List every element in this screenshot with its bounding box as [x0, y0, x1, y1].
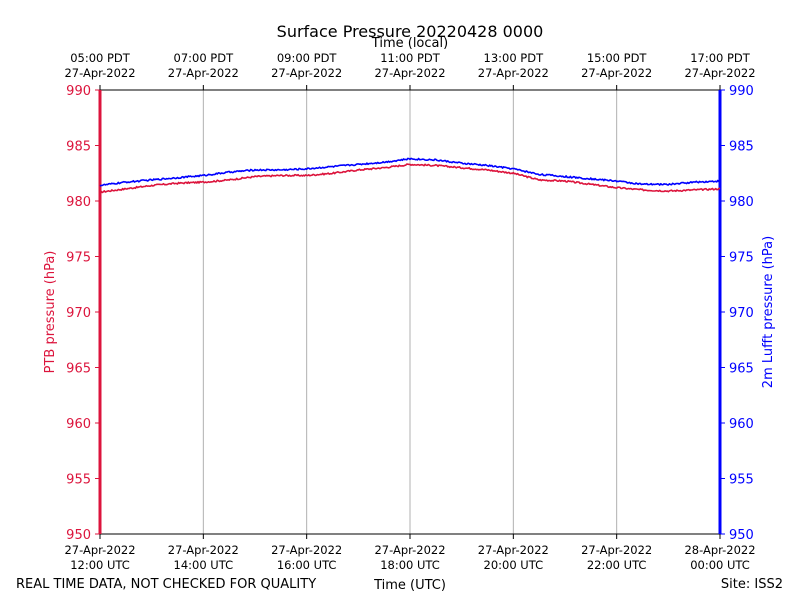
y-tick-label: 990 — [66, 84, 91, 99]
x-tick-label-time: 18:00 UTC — [380, 558, 440, 572]
y-tick-label: 980 — [66, 195, 91, 210]
y-tick-label: 970 — [66, 306, 91, 321]
x2-tick-label-date: 27-Apr-2022 — [581, 66, 652, 80]
x-tick-label-date: 27-Apr-2022 — [374, 543, 445, 557]
x2-tick-label-date: 27-Apr-2022 — [64, 66, 135, 80]
top-axis-label: Time (local) — [371, 36, 448, 51]
x2-tick-label-date: 27-Apr-2022 — [478, 66, 549, 80]
y2-tick-label: 985 — [729, 140, 754, 155]
y2-tick-label: 990 — [729, 84, 754, 99]
x-tick-label-date: 27-Apr-2022 — [271, 543, 342, 557]
y2-tick-label: 955 — [729, 473, 754, 488]
y2-tick-label: 975 — [729, 251, 754, 266]
x2-tick-label-time: 05:00 PDT — [70, 51, 131, 65]
x-tick-label-date: 28-Apr-2022 — [684, 543, 755, 557]
x2-tick-label-date: 27-Apr-2022 — [168, 66, 239, 80]
x2-tick-label-time: 13:00 PDT — [484, 51, 545, 65]
y-tick-label: 955 — [66, 473, 91, 488]
lufft-pressure-line — [99, 157, 721, 187]
x2-tick-label-time: 15:00 PDT — [587, 51, 648, 65]
x-tick-label-time: 00:00 UTC — [690, 558, 750, 572]
x-tick-label-time: 12:00 UTC — [70, 558, 130, 572]
x-tick-label-date: 27-Apr-2022 — [168, 543, 239, 557]
ptb-pressure-line — [99, 163, 721, 194]
y2-tick-label: 960 — [729, 417, 754, 432]
y2-tick-label: 950 — [729, 528, 754, 543]
x-tick-label-time: 16:00 UTC — [277, 558, 337, 572]
y-tick-label: 985 — [66, 140, 91, 155]
right-y-axis-label: 2m Lufft pressure (hPa) — [761, 236, 776, 388]
y-tick-labels: 950 950 955 955 960 960 965 965 970 970 975 975 980 9… — [66, 84, 754, 543]
site-label: Site: ISS2 — [721, 577, 783, 592]
x-tick-label-date: 27-Apr-2022 — [64, 543, 135, 557]
x2-tick-label-time: 09:00 PDT — [277, 51, 338, 65]
x2-tick-label-time: 07:00 PDT — [174, 51, 235, 65]
left-y-axis-label: PTB pressure (hPa) — [43, 251, 58, 374]
x2-tick-label-date: 27-Apr-2022 — [684, 66, 755, 80]
y-tick-label: 975 — [66, 251, 91, 266]
x-tick-label-time: 20:00 UTC — [484, 558, 544, 572]
bottom-axis-label: Time (UTC) — [373, 578, 446, 593]
y-tick-label: 965 — [66, 362, 91, 377]
y2-tick-label: 970 — [729, 306, 754, 321]
y2-tick-label: 965 — [729, 362, 754, 377]
x2-tick-label-date: 27-Apr-2022 — [374, 66, 445, 80]
x-tick-label-time: 14:00 UTC — [174, 558, 234, 572]
x-tick-label-date: 27-Apr-2022 — [581, 543, 652, 557]
grid-lines — [202, 90, 618, 534]
x2-tick-label-date: 27-Apr-2022 — [271, 66, 342, 80]
x2-tick-label-time: 11:00 PDT — [380, 51, 441, 65]
y2-tick-label: 980 — [729, 195, 754, 210]
x2-tick-label-time: 17:00 PDT — [690, 51, 751, 65]
x-tick-label-date: 27-Apr-2022 — [478, 543, 549, 557]
y-tick-label: 960 — [66, 417, 91, 432]
quality-note: REAL TIME DATA, NOT CHECKED FOR QUALITY — [16, 577, 316, 592]
y-tick-label: 950 — [66, 528, 91, 543]
chart-title: Surface Pressure 20220428 0000 — [277, 22, 544, 41]
series-lines — [99, 157, 721, 194]
x-tick-label-time: 22:00 UTC — [587, 558, 647, 572]
